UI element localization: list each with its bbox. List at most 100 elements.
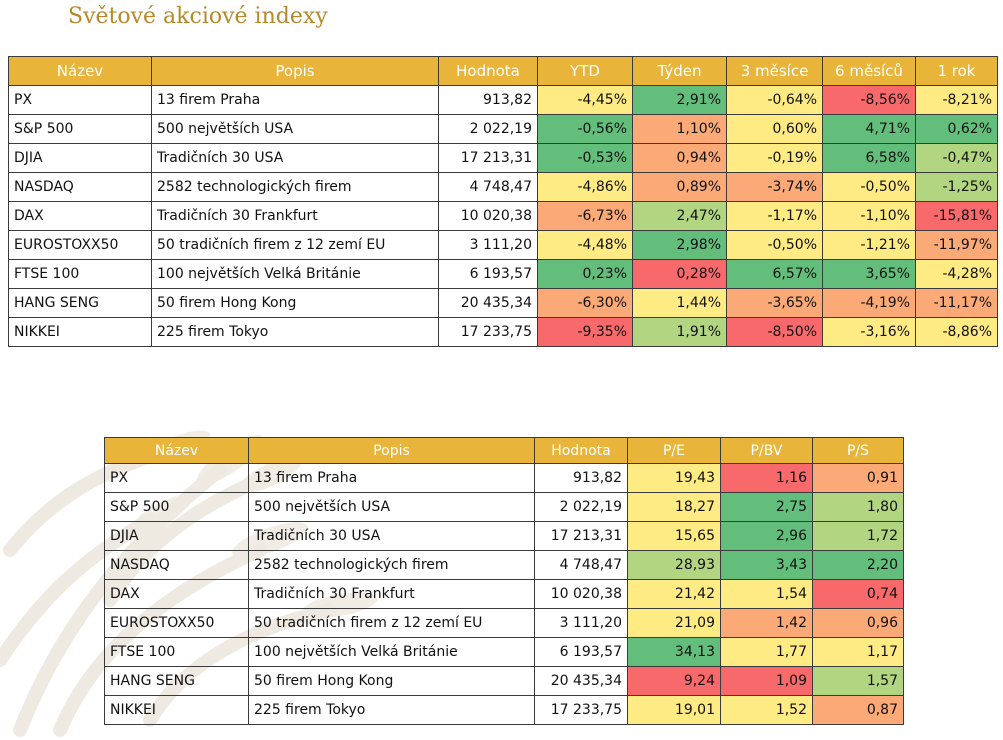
index-name-cell: NIKKEI [104,695,249,725]
metric-cell: 34,13 [627,637,721,667]
metric-cell: -6,30% [537,288,633,318]
col-header-popis: Popis [248,437,535,464]
metric-cell: 1,91% [632,317,727,347]
metric-cell: 0,28% [632,259,727,289]
metric-cell: -0,50% [726,230,823,260]
metric-cell: 2,91% [632,85,727,115]
metric-cell: -4,48% [537,230,633,260]
col-header-ytd: YTD [537,56,633,86]
metric-cell: 1,17 [812,637,904,667]
metric-cell: -6,73% [537,201,633,231]
metric-cell: 0,74 [812,579,904,609]
metric-cell: -1,10% [822,201,916,231]
metric-cell: 2,98% [632,230,727,260]
metric-cell: -4,86% [537,172,633,202]
col-header-popis: Popis [151,56,439,86]
index-name-cell: HANG SENG [8,288,152,318]
index-description-cell: 2582 technologických firem [151,172,439,202]
metric-cell: -11,17% [915,288,998,318]
col-header-hodnota: Hodnota [534,437,628,464]
index-value-cell: 20 435,34 [534,666,628,696]
index-name-cell: FTSE 100 [8,259,152,289]
metric-cell: 1,09 [720,666,813,696]
table-row: FTSE 100 100 největších Velká Británie 6 1… [8,259,998,289]
index-description-cell: 100 největších Velká Británie [151,259,439,289]
index-description-cell: 50 tradičních firem z 12 zemí EU [151,230,439,260]
table-row: DJIA Tradičních 30 USA 17 213,31 -0,53% 0,94… [8,143,998,173]
metric-cell: 19,01 [627,695,721,725]
metric-cell: 1,10% [632,114,727,144]
metric-cell: 4,71% [822,114,916,144]
metric-cell: 3,65% [822,259,916,289]
index-description-cell: 13 firem Praha [248,463,535,493]
page-title: Světové akciové indexy [68,4,328,29]
col-header-pe: P/E [627,437,721,464]
metric-cell: -1,21% [822,230,916,260]
table-row: NIKKEI 225 firem Tokyo 17 233,75 19,01 1,52 0… [104,695,904,725]
metric-cell: 9,24 [627,666,721,696]
table-row: HANG SENG 50 firem Hong Kong 20 435,34 9,24… [104,666,904,696]
col-header-3-mesice: 3 měsíce [726,56,823,86]
metric-cell: 3,43 [720,550,813,580]
metric-cell: 0,87 [812,695,904,725]
metric-cell: -0,64% [726,85,823,115]
col-header-nazev: Název [8,56,152,86]
index-value-cell: 17 233,75 [438,317,538,347]
metric-cell: 21,09 [627,608,721,638]
index-value-cell: 10 020,38 [534,579,628,609]
index-name-cell: DJIA [8,143,152,173]
index-name-cell: DJIA [104,521,249,551]
metric-cell: 15,65 [627,521,721,551]
metric-cell: 1,42 [720,608,813,638]
table-row: EUROSTOXX50 50 tradičních firem z 12 zemí… [8,230,998,260]
index-value-cell: 3 111,20 [534,608,628,638]
index-value-cell: 2 022,19 [438,114,538,144]
metric-cell: 2,75 [720,492,813,522]
metric-cell: 2,20 [812,550,904,580]
metric-cell: -8,50% [726,317,823,347]
metric-cell: 1,57 [812,666,904,696]
metric-cell: 0,96 [812,608,904,638]
index-value-cell: 6 193,57 [534,637,628,667]
table-row: S&P 500 500 největších USA 2 022,19 -0,56% 1… [8,114,998,144]
metric-cell: -3,74% [726,172,823,202]
table-row: S&P 500 500 největších USA 2 022,19 18,27 2,… [104,492,904,522]
table-row: EUROSTOXX50 50 tradičních firem z 12 zemí… [104,608,904,638]
table-row: PX 13 firem Praha 913,82 19,43 1,16 0,91 [104,463,904,493]
metric-cell: -11,97% [915,230,998,260]
index-description-cell: Tradičních 30 USA [151,143,439,173]
index-name-cell: S&P 500 [8,114,152,144]
table-row: NIKKEI 225 firem Tokyo 17 233,75 -9,35% 1,91… [8,317,998,347]
col-header-tyden: Týden [632,56,727,86]
metric-cell: 1,77 [720,637,813,667]
col-header-6-mesicu: 6 měsíců [822,56,916,86]
metric-cell: -4,28% [915,259,998,289]
col-header-nazev: Název [104,437,249,464]
metric-cell: -3,65% [726,288,823,318]
metric-cell: 6,57% [726,259,823,289]
metric-cell: -3,16% [822,317,916,347]
index-description-cell: 50 tradičních firem z 12 zemí EU [248,608,535,638]
index-name-cell: EUROSTOXX50 [104,608,249,638]
index-description-cell: 50 firem Hong Kong [151,288,439,318]
metric-cell: 1,52 [720,695,813,725]
index-name-cell: FTSE 100 [104,637,249,667]
metric-cell: -0,50% [822,172,916,202]
col-header-hodnota: Hodnota [438,56,538,86]
metric-cell: -8,56% [822,85,916,115]
index-value-cell: 17 213,31 [534,521,628,551]
metric-cell: -1,25% [915,172,998,202]
index-description-cell: 50 firem Hong Kong [248,666,535,696]
index-description-cell: Tradičních 30 Frankfurt [248,579,535,609]
metric-cell: -8,21% [915,85,998,115]
index-value-cell: 6 193,57 [438,259,538,289]
valuation-table: Název Popis Hodnota P/E P/BV P/S PX 13 fi… [104,437,904,725]
metric-cell: 0,94% [632,143,727,173]
table-row: PX 13 firem Praha 913,82 -4,45% 2,91% -0,64% -… [8,85,998,115]
index-name-cell: EUROSTOXX50 [8,230,152,260]
metric-cell: 1,16 [720,463,813,493]
index-description-cell: 100 největších Velká Británie [248,637,535,667]
metric-cell: -0,19% [726,143,823,173]
index-name-cell: PX [104,463,249,493]
index-value-cell: 4 748,47 [534,550,628,580]
